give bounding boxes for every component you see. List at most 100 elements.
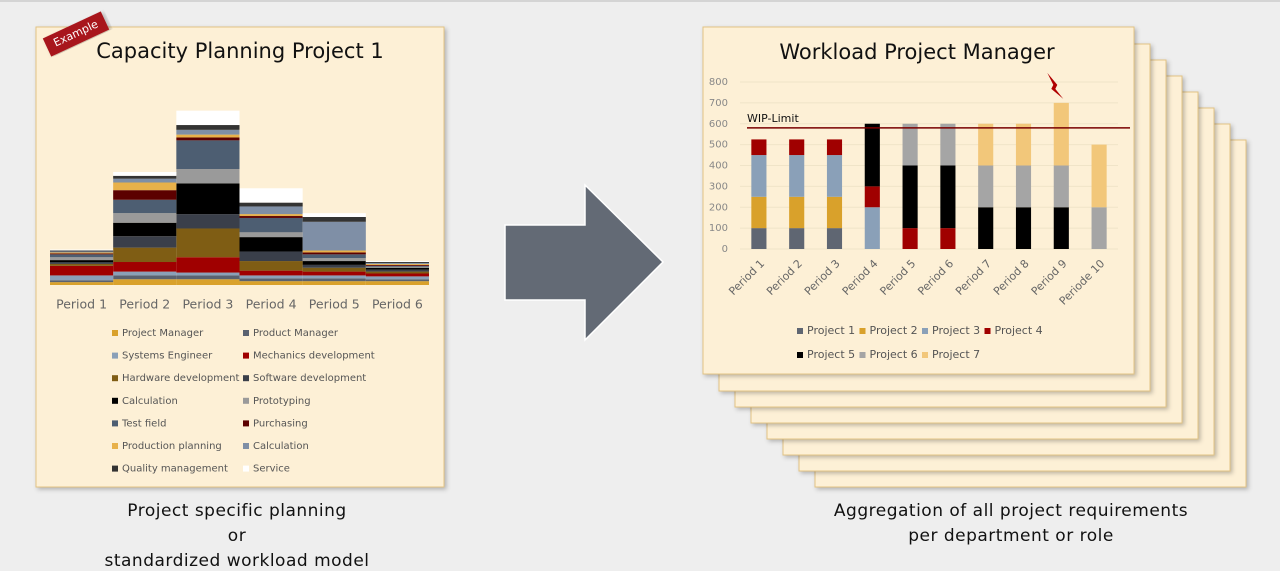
legend-label: Service xyxy=(253,464,290,475)
bar-segment xyxy=(50,249,114,251)
bar-segment xyxy=(113,262,177,272)
legend-label: Project 2 xyxy=(870,324,918,337)
bar-segment xyxy=(302,216,366,222)
legend-label: Hardware development xyxy=(122,373,240,384)
front-card xyxy=(702,26,1135,375)
bar-segment xyxy=(940,165,956,229)
bar-segment xyxy=(1053,165,1069,208)
legend-label: Mechanics development xyxy=(253,351,375,362)
bar-segment xyxy=(365,276,429,280)
caption: Project specific planning xyxy=(127,501,346,521)
wip-limit-label: WIP-Limit xyxy=(747,112,799,125)
legend-label: Project 7 xyxy=(932,348,980,361)
bar-segment xyxy=(365,271,429,274)
bar-segment xyxy=(365,262,429,263)
legend-label: Production planning xyxy=(122,441,222,452)
bar-segment xyxy=(176,137,240,141)
bar-segment xyxy=(113,247,177,263)
bar-segment xyxy=(365,269,429,272)
bar-segment xyxy=(113,175,177,179)
bar-segment xyxy=(302,252,366,255)
legend-swatch xyxy=(243,443,249,449)
y-tick-label: 0 xyxy=(722,244,728,255)
bar-segment xyxy=(50,251,114,253)
x-tick-label: Period 4 xyxy=(246,297,297,312)
bar-segment xyxy=(978,165,994,208)
legend-label: Project 6 xyxy=(870,348,918,361)
bar-segment xyxy=(176,272,240,276)
bar-segment xyxy=(978,123,994,166)
caption: or xyxy=(228,526,246,546)
bar-segment xyxy=(50,262,114,264)
bar-segment xyxy=(365,261,429,263)
bar-segment xyxy=(113,271,177,276)
legend-swatch xyxy=(112,420,118,427)
bar-segment xyxy=(365,281,429,285)
legend-swatch xyxy=(797,328,803,334)
bar-segment xyxy=(239,217,303,233)
bar-segment xyxy=(365,262,429,264)
chart-title: Workload Project Manager xyxy=(779,40,1055,64)
y-tick-label: 800 xyxy=(709,77,728,88)
bar-segment xyxy=(864,123,880,187)
bar-segment xyxy=(50,250,114,252)
bar-segment xyxy=(176,140,240,170)
bar-segment xyxy=(113,213,177,223)
bar-segment xyxy=(176,129,240,135)
bar-segment xyxy=(365,263,429,265)
legend-swatch xyxy=(243,375,249,382)
legend-swatch xyxy=(243,465,249,472)
x-tick-label: Period 1 xyxy=(56,297,107,312)
caption: standardized workload model xyxy=(104,551,369,571)
bar-segment xyxy=(302,261,366,265)
bar-segment xyxy=(751,139,767,156)
bar-segment xyxy=(789,196,805,229)
caption: per department or role xyxy=(908,526,1114,546)
bar-segment xyxy=(302,213,366,217)
x-tick-label: Period 6 xyxy=(372,297,423,312)
bar-segment xyxy=(239,214,303,217)
bar-segment xyxy=(113,178,177,183)
legend-label: Quality management xyxy=(122,464,228,475)
arrow xyxy=(504,183,665,342)
bar-segment xyxy=(113,190,177,200)
legend-swatch xyxy=(112,443,118,449)
legend-label: Project Manager xyxy=(122,328,204,339)
legend-label: Project 1 xyxy=(807,324,855,337)
bar-segment xyxy=(176,183,240,215)
bar-segment xyxy=(50,253,114,255)
bar-segment xyxy=(302,250,366,253)
legend-label: Purchasing xyxy=(253,418,308,429)
bar-segment xyxy=(113,171,177,176)
bar-segment xyxy=(365,266,429,268)
bar-segment xyxy=(239,251,303,262)
bar-segment xyxy=(940,228,956,249)
legend-label: Systems Engineer xyxy=(122,351,213,362)
legend-label: Prototyping xyxy=(253,396,311,407)
bar-segment xyxy=(1091,144,1107,208)
bar-segment xyxy=(239,206,303,215)
bar-segment xyxy=(239,216,303,218)
badge-ribbon xyxy=(42,11,110,57)
bar-segment xyxy=(302,281,366,285)
legend-swatch xyxy=(112,352,118,359)
bar-segment xyxy=(113,199,177,214)
x-tick-label: Period 5 xyxy=(309,297,360,312)
bar-segment xyxy=(1015,207,1032,249)
bar-segment xyxy=(978,207,994,249)
bar-segment xyxy=(864,186,880,208)
legend-swatch xyxy=(243,420,249,427)
legend-label: Test field xyxy=(121,418,166,429)
y-tick-label: 200 xyxy=(709,202,728,213)
bar-segment xyxy=(176,110,240,126)
bar-segment xyxy=(239,232,303,238)
bar-segment xyxy=(50,257,114,261)
legend-label: Project 4 xyxy=(995,324,1043,337)
bar-segment xyxy=(789,139,805,156)
bar-segment xyxy=(302,275,366,279)
y-tick-label: 600 xyxy=(709,119,728,130)
bar-segment xyxy=(1091,207,1107,249)
bar-segment xyxy=(302,221,366,251)
bar-segment xyxy=(176,228,240,258)
